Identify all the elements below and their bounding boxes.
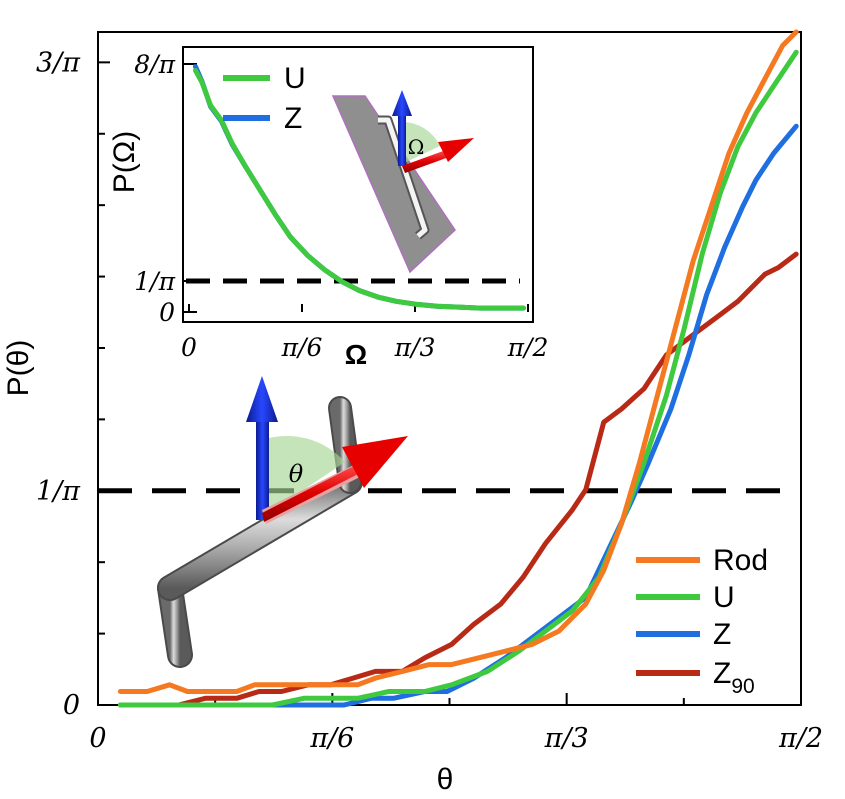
main-tick-labels: 0 π/6 π/3 π/201/π3/π (36, 47, 823, 754)
inset-x-tick-label-2: π/3 (394, 333, 436, 362)
inset-y-tick-label-0: 0 (159, 298, 175, 327)
main-x-tick-label-2: π/3 (544, 723, 589, 754)
legend-label-z90-subscript: 90 (731, 675, 754, 698)
legend-label-z90: Z90 (713, 657, 755, 698)
inset-y-axis-title: P(Ω) (108, 131, 141, 193)
main-x-tick-label-1: π/6 (309, 723, 354, 754)
inset-normal-arrow (392, 90, 412, 166)
main-y-tick-label-1: 1/π (36, 476, 81, 507)
omega-angle-label: Ω (408, 135, 425, 159)
main-x-tick-label-0: 0 (89, 723, 106, 754)
z-molecule-illustration (331, 95, 456, 274)
inset-series-group (193, 64, 526, 311)
inset-legend-label-u: U (284, 62, 306, 95)
legend-label-z: Z (713, 618, 731, 651)
inset-legend-label-z: Z (284, 102, 302, 135)
legend-label-rod: Rod (713, 544, 768, 577)
u-molecule-illustration (157, 396, 363, 668)
main-ticks (97, 61, 802, 706)
main-series-line-z90 (117, 251, 799, 708)
theta-angle-wedge (262, 435, 345, 518)
main-x-tick-label-3: π/2 (778, 723, 823, 754)
normal-vector-arrow (246, 376, 278, 520)
main-y-tick-label-0: 0 (63, 690, 80, 721)
main-x-axis-title: θ (437, 763, 454, 796)
inset-x-tick-label-3: π/2 (507, 333, 549, 362)
inset-series-line-u (193, 68, 526, 311)
inset-plot-frame (182, 46, 534, 323)
inset-tick-labels: 0 π/6 π/3 π/201/π8/π (134, 50, 548, 362)
inset-x-axis-title: Ω (345, 339, 367, 370)
legend-label-u: U (713, 581, 735, 614)
legend-label-z90-main: Z (713, 657, 731, 690)
main-y-tick-label-2: 3/π (36, 47, 81, 78)
omega-angle-wedge (402, 121, 440, 164)
inset-x-tick-label-0: 0 (181, 333, 197, 362)
main-legend: Rod U Z Z90 (636, 544, 768, 698)
inset-y-tick-label-2: 8/π (134, 50, 175, 79)
inset-orientation-arrow (402, 138, 474, 173)
main-axes: 0 π/6 π/3 π/201/π3/π (36, 31, 823, 754)
main-series-line-u (117, 49, 799, 708)
orientation-vector-arrow (262, 436, 408, 524)
main-y-axis-title: P(θ) (2, 340, 35, 397)
main-series-line-rod (117, 29, 799, 694)
inset-y-tick-label-1: 1/π (134, 267, 175, 296)
inset: 0 π/6 π/3 π/201/π8/π Ω U Z P(Ω) Ω (108, 46, 548, 370)
main-series-group (117, 29, 799, 708)
inset-x-tick-label-1: π/6 (281, 333, 323, 362)
theta-angle-label: θ (289, 460, 304, 488)
